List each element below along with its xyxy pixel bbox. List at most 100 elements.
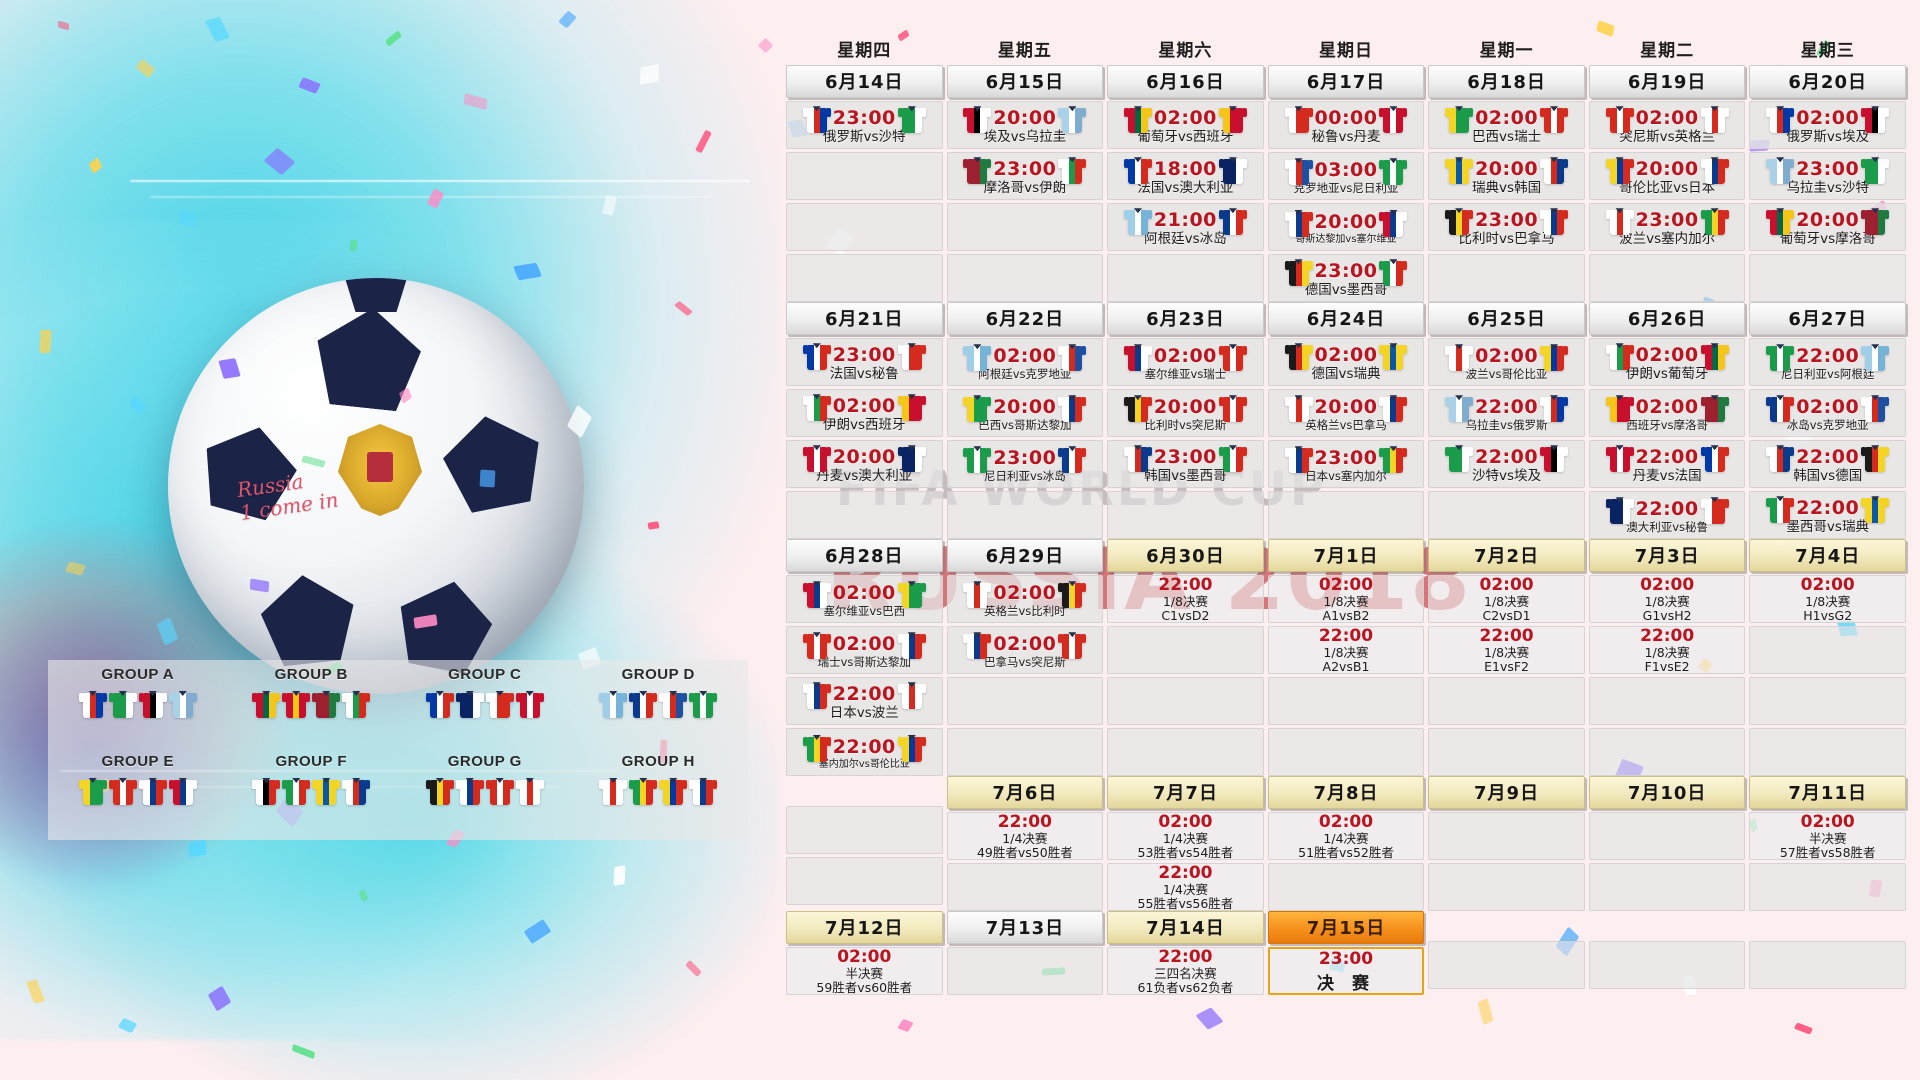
match-cell[interactable]: 20:00 哥斯达黎加vs塞尔维亚 <box>1267 203 1425 251</box>
match-cell[interactable]: 23:00 摩洛哥vs伊朗 <box>946 152 1104 200</box>
date-label[interactable]: 6月24日 <box>1267 302 1425 335</box>
match-cell[interactable]: 02:00 德国vs瑞典 <box>1267 338 1425 386</box>
match-cell[interactable]: 02:00 巴拿马vs突尼斯 <box>946 626 1104 674</box>
date-label[interactable]: 6月14日 <box>786 65 943 98</box>
match-cell[interactable]: 02:00 波兰vs哥伦比亚 <box>1428 338 1585 386</box>
group-card[interactable]: GROUP C <box>399 664 571 749</box>
group-card[interactable]: GROUP D <box>573 664 745 749</box>
date-label[interactable]: 6月20日 <box>1749 65 1906 98</box>
match-cell[interactable]: 22:00 墨西哥vs瑞典 <box>1749 491 1906 539</box>
match-cell[interactable]: 02:00 巴西vs瑞士 <box>1428 101 1585 149</box>
date-label[interactable]: 6月30日 <box>1107 539 1264 572</box>
match-cell[interactable]: 20:00 英格兰vs巴拿马 <box>1267 389 1425 437</box>
match-cell[interactable]: 23:00 波兰vs塞内加尔 <box>1588 203 1746 251</box>
match-cell[interactable]: 23:00 乌拉圭vs沙特 <box>1749 152 1906 200</box>
match-cell[interactable]: 21:00 阿根廷vs冰岛 <box>1107 203 1264 251</box>
date-label[interactable]: 6月29日 <box>946 539 1104 572</box>
match-cell[interactable]: 02:00 西班牙vs摩洛哥 <box>1588 389 1746 437</box>
knockout-match-cell[interactable]: 02:00 1/4决赛 51胜者vs52胜者 <box>1267 812 1425 860</box>
date-label[interactable]: 6月16日 <box>1107 65 1264 98</box>
date-label[interactable]: 6月21日 <box>786 302 943 335</box>
knockout-match-cell[interactable]: 02:00 半决赛 59胜者vs60胜者 <box>786 947 943 995</box>
final-match-cell[interactable]: 23:00 决 赛 <box>1267 947 1425 995</box>
knockout-match-cell[interactable]: 02:00 1/4决赛 53胜者vs54胜者 <box>1107 812 1264 860</box>
match-cell[interactable]: 20:00 丹麦vs澳大利亚 <box>786 440 943 488</box>
match-cell[interactable]: 22:00 丹麦vs法国 <box>1588 440 1746 488</box>
date-label[interactable]: 7月2日 <box>1428 539 1585 572</box>
group-card[interactable]: GROUP A <box>52 664 224 749</box>
match-cell[interactable]: 03:00 克罗地亚vs尼日利亚 <box>1267 152 1425 200</box>
date-label[interactable]: 6月17日 <box>1267 65 1425 98</box>
match-cell[interactable]: 20:00 巴西vs哥斯达黎加 <box>946 389 1104 437</box>
date-label[interactable]: 7月6日 <box>946 776 1104 809</box>
group-card[interactable]: GROUP E <box>52 751 224 836</box>
date-label[interactable]: 6月27日 <box>1749 302 1906 335</box>
group-card[interactable]: GROUP G <box>399 751 571 836</box>
match-cell[interactable]: 20:00 瑞典vs韩国 <box>1428 152 1585 200</box>
match-cell[interactable]: 22:00 日本vs波兰 <box>786 677 943 725</box>
knockout-match-cell[interactable]: 02:00 1/8决赛 H1vsG2 <box>1749 575 1906 623</box>
date-label[interactable]: 6月15日 <box>946 65 1104 98</box>
date-label[interactable]: 7月15日 <box>1267 911 1425 944</box>
match-cell[interactable]: 22:00 尼日利亚vs阿根廷 <box>1749 338 1906 386</box>
date-label[interactable]: 6月18日 <box>1428 65 1585 98</box>
match-cell[interactable]: 23:00 德国vs墨西哥 <box>1267 254 1425 302</box>
knockout-match-cell[interactable]: 22:00 1/8决赛 C1vsD2 <box>1107 575 1264 623</box>
match-cell[interactable]: 02:00 俄罗斯vs埃及 <box>1749 101 1906 149</box>
match-cell[interactable]: 02:00 伊朗vs葡萄牙 <box>1588 338 1746 386</box>
knockout-match-cell[interactable]: 22:00 1/4决赛 55胜者vs56胜者 <box>1107 863 1264 911</box>
knockout-match-cell[interactable]: 22:00 1/4决赛 49胜者vs50胜者 <box>946 812 1104 860</box>
knockout-match-cell[interactable]: 02:00 半决赛 57胜者vs58胜者 <box>1749 812 1906 860</box>
match-cell[interactable]: 22:00 澳大利亚vs秘鲁 <box>1588 491 1746 539</box>
date-label[interactable]: 7月8日 <box>1267 776 1425 809</box>
date-label[interactable]: 6月23日 <box>1107 302 1264 335</box>
date-label[interactable]: 7月4日 <box>1749 539 1906 572</box>
match-cell[interactable]: 02:00 阿根廷vs克罗地亚 <box>946 338 1104 386</box>
match-cell[interactable]: 23:00 韩国vs墨西哥 <box>1107 440 1264 488</box>
match-cell[interactable]: 23:00 俄罗斯vs沙特 <box>786 101 943 149</box>
date-label[interactable]: 6月26日 <box>1588 302 1746 335</box>
match-cell[interactable]: 02:00 塞尔维亚vs瑞士 <box>1107 338 1264 386</box>
knockout-match-cell[interactable]: 22:00 1/8决赛 A2vsB1 <box>1267 626 1425 674</box>
group-card[interactable]: GROUP F <box>226 751 398 836</box>
match-cell[interactable]: 02:00 葡萄牙vs西班牙 <box>1107 101 1264 149</box>
match-cell[interactable]: 23:00 日本vs塞内加尔 <box>1267 440 1425 488</box>
date-label[interactable]: 7月12日 <box>786 911 943 944</box>
date-label[interactable]: 6月19日 <box>1588 65 1746 98</box>
match-cell[interactable]: 23:00 尼日利亚vs冰岛 <box>946 440 1104 488</box>
date-label[interactable]: 7月14日 <box>1107 911 1264 944</box>
match-cell[interactable]: 23:00 比利时vs巴拿马 <box>1428 203 1585 251</box>
match-cell[interactable]: 22:00 沙特vs埃及 <box>1428 440 1585 488</box>
match-cell[interactable]: 20:00 埃及vs乌拉圭 <box>946 101 1104 149</box>
group-card[interactable]: GROUP H <box>573 751 745 836</box>
date-label[interactable]: 7月1日 <box>1267 539 1425 572</box>
date-label[interactable]: 7月11日 <box>1749 776 1906 809</box>
knockout-match-cell[interactable]: 02:00 1/8决赛 C2vsD1 <box>1428 575 1585 623</box>
match-cell[interactable]: 02:00 冰岛vs克罗地亚 <box>1749 389 1906 437</box>
date-label[interactable]: 7月9日 <box>1428 776 1585 809</box>
match-cell[interactable]: 20:00 葡萄牙vs摩洛哥 <box>1749 203 1906 251</box>
knockout-match-cell[interactable]: 22:00 1/8决赛 E1vsF2 <box>1428 626 1585 674</box>
match-cell[interactable]: 20:00 比利时vs突尼斯 <box>1107 389 1264 437</box>
knockout-match-cell[interactable]: 22:00 三四名决赛 61负者vs62负者 <box>1107 947 1264 995</box>
match-cell[interactable]: 23:00 法国vs秘鲁 <box>786 338 943 386</box>
match-cell[interactable]: 02:00 英格兰vs比利时 <box>946 575 1104 623</box>
match-cell[interactable]: 20:00 哥伦比亚vs日本 <box>1588 152 1746 200</box>
knockout-match-cell[interactable]: 02:00 1/8决赛 A1vsB2 <box>1267 575 1425 623</box>
date-label[interactable]: 7月7日 <box>1107 776 1264 809</box>
match-cell[interactable]: 02:00 伊朗vs西班牙 <box>786 389 943 437</box>
date-label[interactable]: 6月28日 <box>786 539 943 572</box>
match-cell[interactable]: 22:00 塞内加尔vs哥伦比亚 <box>786 728 943 776</box>
match-cell[interactable]: 02:00 瑞士vs哥斯达黎加 <box>786 626 943 674</box>
match-cell[interactable]: 02:00 塞尔维亚vs巴西 <box>786 575 943 623</box>
date-label[interactable]: 7月10日 <box>1588 776 1746 809</box>
match-cell[interactable]: 22:00 韩国vs德国 <box>1749 440 1906 488</box>
date-label[interactable]: 6月25日 <box>1428 302 1585 335</box>
match-cell[interactable]: 02:00 突尼斯vs英格兰 <box>1588 101 1746 149</box>
match-cell[interactable]: 18:00 法国vs澳大利亚 <box>1107 152 1264 200</box>
date-label[interactable]: 7月3日 <box>1588 539 1746 572</box>
date-label[interactable]: 7月13日 <box>946 911 1104 944</box>
match-cell[interactable]: 22:00 乌拉圭vs俄罗斯 <box>1428 389 1585 437</box>
match-cell[interactable]: 00:00 秘鲁vs丹麦 <box>1267 101 1425 149</box>
knockout-match-cell[interactable]: 02:00 1/8决赛 G1vsH2 <box>1588 575 1746 623</box>
